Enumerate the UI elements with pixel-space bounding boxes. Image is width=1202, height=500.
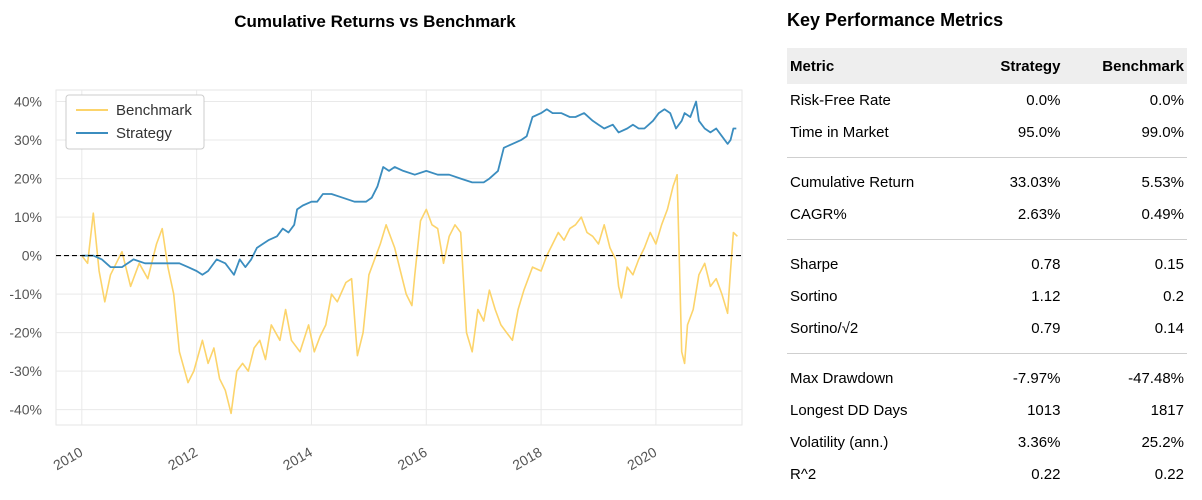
metrics-header-metric: Metric xyxy=(787,48,971,84)
series-line-benchmark xyxy=(81,173,738,415)
metrics-cell-benchmark: 0.15 xyxy=(1154,255,1184,273)
metrics-cell-metric: CAGR% xyxy=(790,205,847,223)
y-tick-label: -30% xyxy=(9,363,42,379)
metrics-table: Metric Strategy Benchmark Risk-Free Rate… xyxy=(787,48,1187,490)
y-tick-label: 0% xyxy=(22,248,42,264)
series-line-strategy xyxy=(81,100,737,276)
metrics-cell-strategy: 1.12 xyxy=(1031,287,1061,305)
metrics-cell-benchmark: 5.53% xyxy=(1141,173,1184,191)
metrics-row: Sortino/√2 0.79 0.14 xyxy=(787,312,1187,344)
x-tick-label: 2020 xyxy=(624,444,659,474)
metrics-group-divider xyxy=(787,230,1187,248)
metrics-cell-benchmark: 0.2 xyxy=(1163,287,1184,305)
metrics-cell-benchmark: -47.48% xyxy=(1128,369,1184,387)
metrics-cell-strategy: 2.63% xyxy=(1017,205,1061,223)
metrics-cell-benchmark: 99.0% xyxy=(1141,123,1184,141)
metrics-panel: Key Performance Metrics Metric Strategy … xyxy=(787,0,1187,500)
metrics-cell-metric: R^2 xyxy=(790,465,817,483)
metrics-row: Time in Market 95.0% 99.0% xyxy=(787,116,1187,148)
metrics-cell-benchmark: 0.22 xyxy=(1154,465,1184,483)
metrics-cell-metric: Volatility (ann.) xyxy=(790,433,889,451)
metrics-row: Cumulative Return 33.03% 5.53% xyxy=(787,166,1187,198)
metrics-cell-metric: Risk-Free Rate xyxy=(790,91,891,109)
metrics-group-divider xyxy=(787,148,1187,166)
y-tick-label: 10% xyxy=(14,209,42,225)
metrics-cell-strategy: -7.97% xyxy=(1012,369,1061,387)
chart-svg: -40% -30% -20% -10% 0% 10% 20% 30% 40% 2010 2012 20… xyxy=(9,89,743,474)
plot-frame xyxy=(55,89,743,426)
y-tick-label: -40% xyxy=(9,402,42,418)
metrics-cell-metric: Time in Market xyxy=(790,123,889,141)
chart-title: Cumulative Returns vs Benchmark xyxy=(234,12,516,31)
metrics-cell-benchmark: 25.2% xyxy=(1141,433,1184,451)
y-tick-label: 40% xyxy=(14,94,42,110)
legend-box xyxy=(65,94,205,150)
metrics-cell-strategy: 95.0% xyxy=(1017,123,1061,141)
metrics-row: Max Drawdown -7.97% -47.48% xyxy=(787,362,1187,394)
metrics-cell-metric: Cumulative Return xyxy=(790,173,915,191)
metrics-cell-metric: Sortino xyxy=(790,287,838,305)
metrics-row: Volatility (ann.) 3.36% 25.2% xyxy=(787,426,1187,458)
legend: Benchmark Strategy xyxy=(65,94,205,150)
metrics-cell-strategy: 33.03% xyxy=(1009,173,1061,191)
legend-label-benchmark: Benchmark xyxy=(116,102,192,119)
metrics-cell-benchmark: 0.49% xyxy=(1141,205,1184,223)
x-tick-label: 2012 xyxy=(165,444,200,474)
metrics-cell-metric: Longest DD Days xyxy=(790,401,908,419)
metrics-cell-benchmark: 0.0% xyxy=(1149,91,1184,109)
metrics-cell-metric: Sortino/√2 xyxy=(790,319,859,337)
series xyxy=(56,100,742,415)
y-tick-label: -20% xyxy=(9,325,42,341)
metrics-row: R^2 0.22 0.22 xyxy=(787,458,1187,490)
metrics-header-row: Metric Strategy Benchmark xyxy=(787,48,1187,84)
metrics-row: Longest DD Days 1013 1817 xyxy=(787,394,1187,426)
metrics-row: Sortino 1.12 0.2 xyxy=(787,280,1187,312)
metrics-cell-benchmark: 1817 xyxy=(1150,401,1184,419)
metrics-cell-strategy: 0.0% xyxy=(1026,91,1061,109)
metrics-cell-strategy: 0.79 xyxy=(1031,319,1061,337)
y-tick-label: -10% xyxy=(9,286,42,302)
y-tick-label: 20% xyxy=(14,171,42,187)
legend-label-strategy: Strategy xyxy=(116,125,172,142)
metrics-cell-strategy: 0.22 xyxy=(1031,465,1061,483)
metrics-row: CAGR% 2.63% 0.49% xyxy=(787,198,1187,230)
metrics-cell-metric: Max Drawdown xyxy=(790,369,894,387)
x-tick-label: 2010 xyxy=(50,444,85,474)
metrics-title: Key Performance Metrics xyxy=(787,10,1004,30)
axes: -40% -30% -20% -10% 0% 10% 20% 30% 40% 2010 2012 20… xyxy=(9,94,659,474)
metrics-row: Risk-Free Rate 0.0% 0.0% xyxy=(787,84,1187,116)
metrics-cell-strategy: 3.36% xyxy=(1017,433,1061,451)
metrics-group-divider xyxy=(787,344,1187,362)
metrics-row: Sharpe 0.78 0.15 xyxy=(787,248,1187,280)
x-tick-label: 2014 xyxy=(280,444,315,474)
metrics-cell-metric: Sharpe xyxy=(790,255,839,273)
metrics-cell-strategy: 0.78 xyxy=(1031,255,1061,273)
x-tick-label: 2016 xyxy=(395,444,430,474)
metrics-cell-benchmark: 0.14 xyxy=(1154,319,1184,337)
x-tick-label: 2018 xyxy=(510,444,545,474)
metrics-cell-strategy: 1013 xyxy=(1027,401,1061,419)
chart-container: Cumulative Returns vs Benchmark -40% -30%… xyxy=(9,12,743,474)
metrics-header-strategy: Strategy xyxy=(970,48,1064,84)
y-tick-label: 30% xyxy=(14,132,42,148)
metrics-header-benchmark: Benchmark xyxy=(1063,48,1187,84)
